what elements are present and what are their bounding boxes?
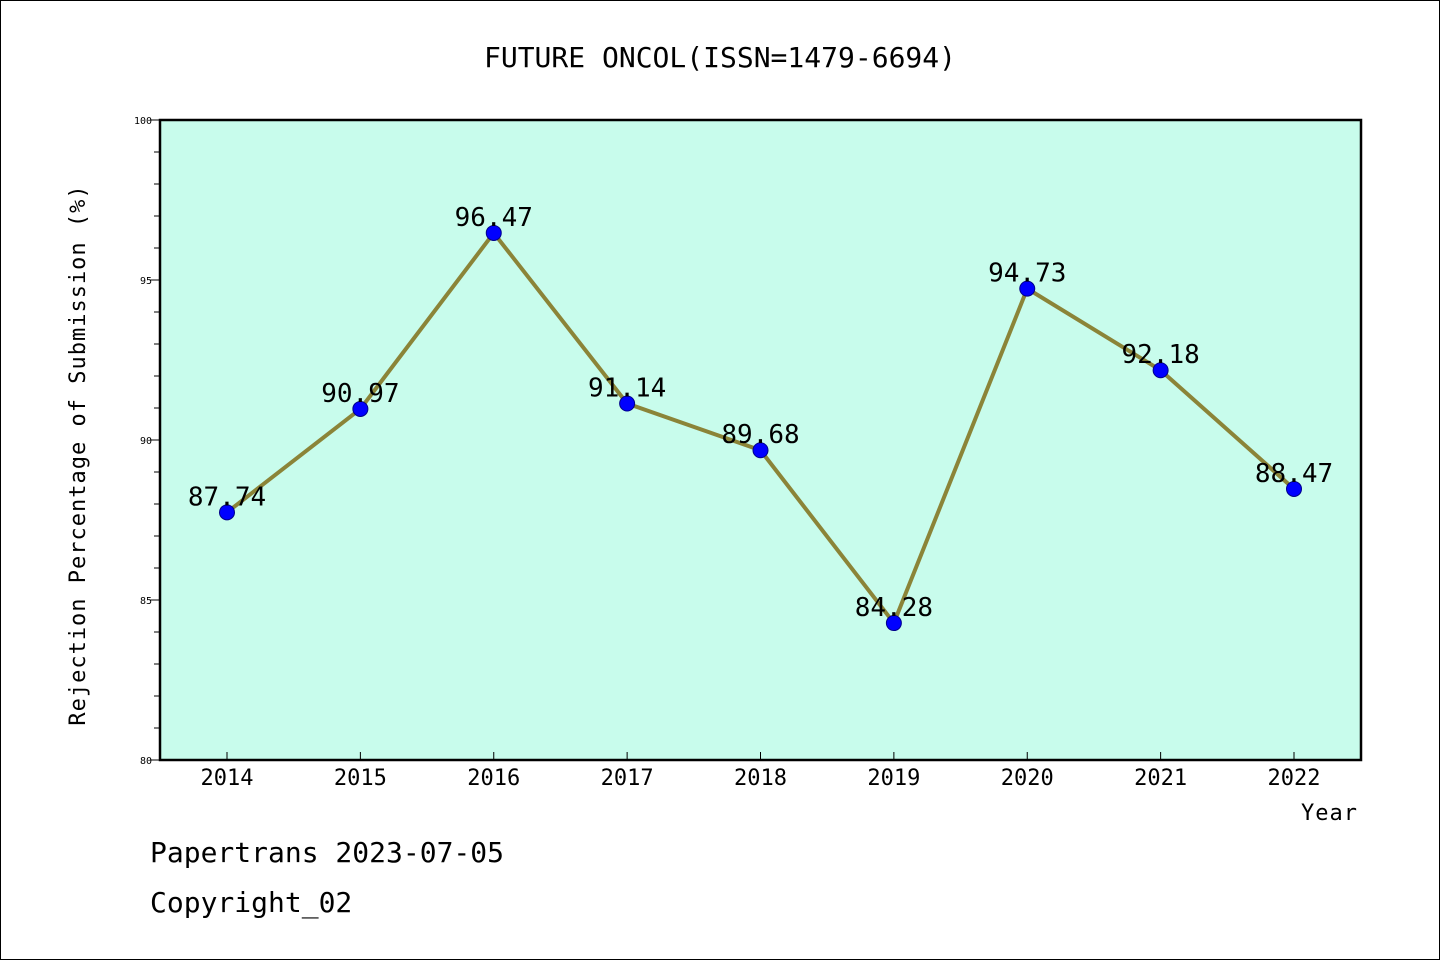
y-tick-label: 100 [134, 116, 152, 127]
data-point [485, 224, 502, 241]
data-label: 91.14 [588, 374, 666, 404]
x-tick-label: 2017 [601, 766, 654, 791]
y-axis-label: Rejection Percentage of Submission (%) [66, 184, 91, 725]
x-tick-label: 2018 [734, 766, 787, 791]
data-label: 87.74 [188, 482, 266, 512]
x-tick-label: 2016 [467, 766, 520, 791]
data-point [1152, 362, 1169, 379]
x-axis-label: Year [1301, 801, 1358, 826]
data-label: 84.28 [855, 593, 933, 623]
y-tick-label: 80 [140, 756, 152, 767]
data-point [619, 395, 636, 412]
data-label: 92.18 [1121, 340, 1199, 370]
x-tick-label: 2021 [1134, 766, 1187, 791]
data-point [352, 400, 369, 417]
x-tick-label: 2019 [867, 766, 920, 791]
footer-source: Papertrans 2023-07-05 [150, 836, 505, 869]
plot-area [158, 118, 1363, 762]
y-tick-label: 90 [140, 436, 152, 447]
data-labels: 87.74 90.97 96.47 91.14 89.68 84.28 94.73 92.18… [188, 203, 1333, 623]
data-label: 89.68 [721, 420, 799, 450]
data-point [1286, 480, 1302, 497]
data-point [752, 442, 769, 459]
footer-copyright: Copyright_02 [150, 886, 353, 919]
chart-title: FUTURE ONCOL(ISSN=1479-6694) [484, 41, 956, 74]
data-label: 96.47 [455, 203, 533, 233]
x-axis: 2014 2015 2016 2017 2018 2019 2020 2021 2022 [201, 752, 1321, 791]
data-point [885, 615, 902, 632]
data-point [1019, 280, 1036, 297]
y-axis: 80 85 90 95 100 [134, 116, 160, 767]
x-tick-label: 2014 [201, 766, 254, 791]
y-tick-label: 95 [140, 276, 152, 287]
data-label: 94.73 [988, 259, 1066, 289]
x-tick-label: 2020 [1001, 766, 1054, 791]
series-rejection-rate [219, 224, 1302, 632]
y-tick-label: 85 [140, 596, 152, 607]
x-tick-label: 2015 [334, 766, 387, 791]
x-tick-label: 2022 [1268, 766, 1321, 791]
data-point [219, 504, 235, 521]
data-label: 90.97 [321, 379, 399, 409]
data-label: 88.47 [1255, 459, 1333, 489]
